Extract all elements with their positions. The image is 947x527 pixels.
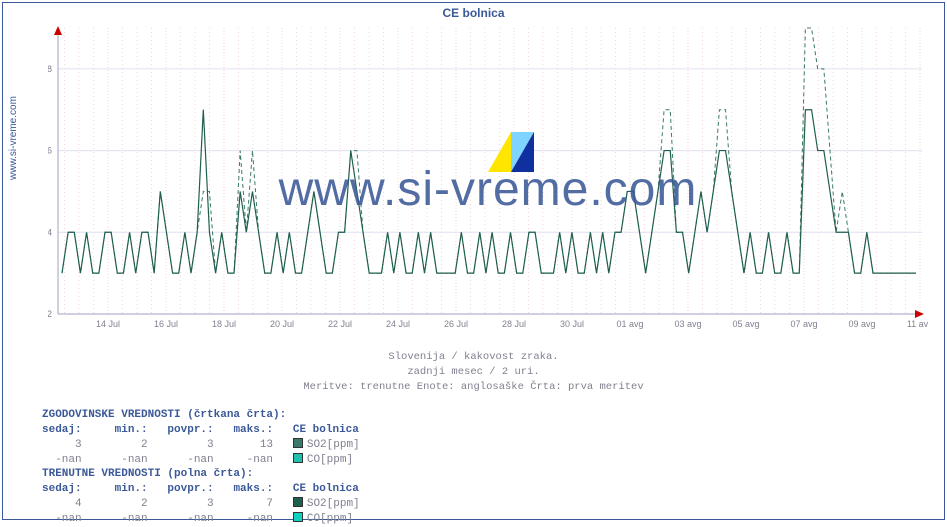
svg-text:30 Jul: 30 Jul bbox=[560, 319, 584, 329]
chart-title: CE bolnica bbox=[0, 6, 947, 20]
chart: 2 4 6 8 14 Jul 16 Jul 18 Jul 20 Jul 22 Jul 24 Jul… bbox=[48, 24, 928, 334]
svg-text:09 avg: 09 avg bbox=[848, 319, 875, 329]
svg-text:2: 2 bbox=[48, 309, 52, 319]
svg-text:24 Jul: 24 Jul bbox=[386, 319, 410, 329]
svg-text:11 avg: 11 avg bbox=[907, 319, 928, 329]
svg-text:28 Jul: 28 Jul bbox=[502, 319, 526, 329]
subtitle-line1: Slovenija / kakovost zraka. bbox=[388, 351, 558, 363]
svg-text:16 Jul: 16 Jul bbox=[154, 319, 178, 329]
svg-text:05 avg: 05 avg bbox=[732, 319, 759, 329]
subtitle-line3: Meritve: trenutne Enote: anglosaške Črta… bbox=[303, 381, 643, 393]
side-watermark: www.si-vreme.com bbox=[8, 96, 19, 180]
svg-text:07 avg: 07 avg bbox=[790, 319, 817, 329]
svg-text:26 Jul: 26 Jul bbox=[444, 319, 468, 329]
svg-text:20 Jul: 20 Jul bbox=[270, 319, 294, 329]
svg-text:18 Jul: 18 Jul bbox=[212, 319, 236, 329]
svg-text:22 Jul: 22 Jul bbox=[328, 319, 352, 329]
svg-text:4: 4 bbox=[48, 227, 52, 237]
svg-text:14 Jul: 14 Jul bbox=[96, 319, 120, 329]
chart-subtitle: Slovenija / kakovost zraka. zadnji mesec… bbox=[0, 350, 947, 396]
watermark-logo-icon bbox=[488, 132, 534, 172]
svg-text:01 avg: 01 avg bbox=[616, 319, 643, 329]
svg-text:03 avg: 03 avg bbox=[674, 319, 701, 329]
legend-tables: ZGODOVINSKE VREDNOSTI (črtkana črta):sed… bbox=[42, 408, 360, 527]
chart-svg: 2 4 6 8 14 Jul 16 Jul 18 Jul 20 Jul 22 Jul 24 Jul… bbox=[48, 24, 928, 334]
svg-text:6: 6 bbox=[48, 146, 52, 156]
svg-text:8: 8 bbox=[48, 64, 52, 74]
subtitle-line2: zadnji mesec / 2 uri. bbox=[407, 366, 539, 378]
